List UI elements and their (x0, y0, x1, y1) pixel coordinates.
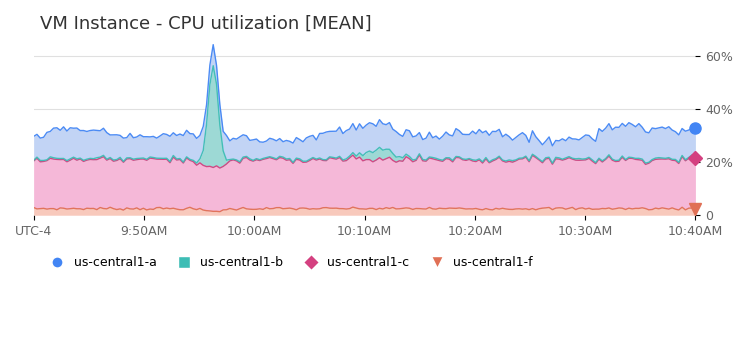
Text: VM Instance - CPU utilization [MEAN]: VM Instance - CPU utilization [MEAN] (40, 15, 372, 33)
Legend: us-central1-a, us-central1-b, us-central1-c, us-central1-f: us-central1-a, us-central1-b, us-central… (40, 251, 538, 275)
